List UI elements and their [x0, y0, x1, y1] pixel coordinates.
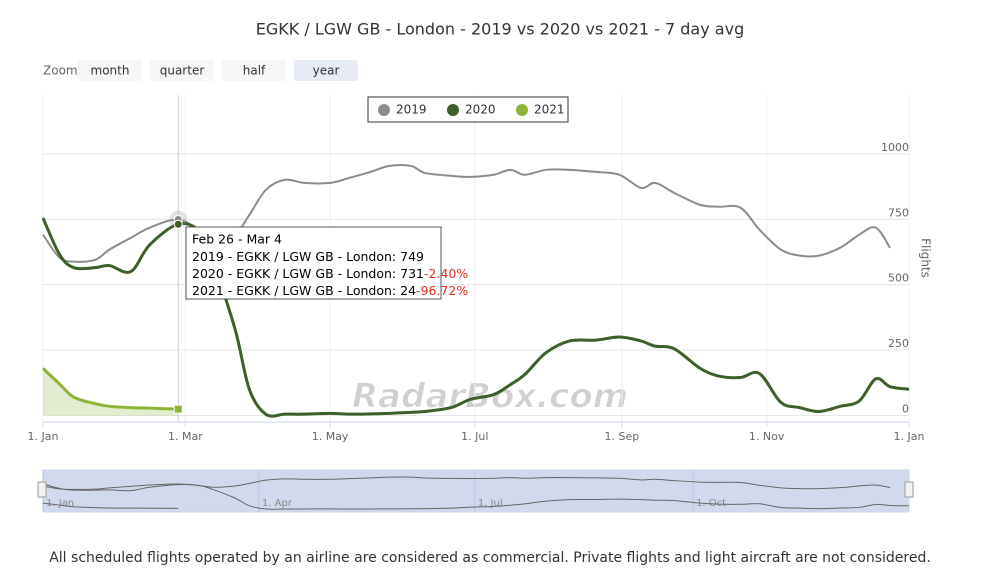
tooltip-row-change: -2.40% [424, 266, 468, 281]
tooltip-row-label: 2019 - EGKK / LGW GB - London: [192, 249, 400, 264]
zoom-button-label: quarter [160, 64, 205, 78]
y-tick-label: 250 [888, 337, 909, 350]
zoom-label: Zoom [43, 64, 78, 78]
zoom-button[interactable]: half [222, 60, 286, 81]
navigator-handle-body [37, 481, 47, 498]
navigator-handle-body [904, 481, 914, 498]
hover-marker [173, 219, 183, 229]
y-tick-label: 0 [902, 402, 909, 415]
zoom-button-label: half [243, 64, 266, 78]
tooltip-row-change: -96.72% [416, 283, 468, 298]
legend-label: 2020 [465, 103, 496, 117]
zoom-button-label: year [313, 64, 340, 78]
hover-marker [173, 404, 183, 414]
navigator-tick-label: 1. Jan [46, 498, 74, 509]
zoom-button-bg [78, 60, 142, 81]
legend-label: 2021 [534, 103, 565, 117]
series-line [41, 367, 179, 411]
navigator-tick-label: 1. Apr [262, 498, 293, 509]
series-line [42, 164, 891, 263]
zoom-button-label: month [91, 64, 130, 78]
series-line [41, 217, 910, 418]
navigator-handle[interactable] [37, 481, 47, 498]
legend-marker [447, 104, 459, 116]
tooltip-row-label: 2020 - EGKK / LGW GB - London: [192, 266, 400, 281]
tooltip-header: Feb 26 - Mar 4 [192, 232, 282, 247]
navigator-line [42, 483, 910, 510]
tooltip-row-value: 731 [400, 266, 424, 281]
zoom-button[interactable]: month [78, 60, 142, 81]
legend-marker [378, 104, 390, 116]
x-tick-label: 1. Nov [749, 430, 785, 443]
legend-label: 2019 [396, 103, 427, 117]
x-tick-label: 1. Jan [894, 430, 925, 443]
zoom-button[interactable]: year [294, 60, 358, 81]
footer-note: All scheduled flights operated by an air… [49, 550, 931, 566]
chart-title: EGKK / LGW GB - London - 2019 vs 2020 vs… [256, 20, 744, 39]
x-tick-label: 1. May [312, 430, 349, 443]
navigator-tick-label: 1. Jul [478, 498, 503, 509]
tooltip-row-label: 2021 - EGKK / LGW GB - London: [192, 283, 400, 298]
x-tick-label: 1. Sep [605, 430, 640, 443]
x-tick-label: 1. Jan [28, 430, 59, 443]
tooltip-row: 2019 - EGKK / LGW GB - London: 749 [192, 249, 424, 264]
zoom-button[interactable]: quarter [150, 60, 214, 81]
legend-box [367, 96, 569, 123]
tooltip-row: 2021 - EGKK / LGW GB - London: 24-96.72% [192, 283, 468, 298]
navigator-line [42, 476, 891, 490]
tooltip-row: 2020 - EGKK / LGW GB - London: 731-2.40% [192, 266, 468, 281]
zoom-button-bg [294, 60, 358, 81]
y-axis-title: Flights [919, 238, 933, 278]
tooltip-row-value: 24 [400, 283, 416, 298]
y-tick-label: 750 [888, 206, 909, 219]
navigator-mask [42, 469, 910, 513]
navigator-line [42, 502, 179, 509]
tooltip-row-value: 749 [400, 249, 424, 264]
y-tick-label: 500 [888, 272, 909, 285]
tooltip-box [185, 226, 442, 300]
x-tick-label: 1. Mar [168, 430, 203, 443]
legend-marker [516, 104, 528, 116]
series-area [43, 368, 179, 416]
y-tick-label: 1000 [881, 141, 909, 154]
zoom-button-bg [222, 60, 286, 81]
zoom-button-bg [150, 60, 214, 81]
x-tick-label: 1. Jul [461, 430, 488, 443]
navigator-handle[interactable] [904, 481, 914, 498]
